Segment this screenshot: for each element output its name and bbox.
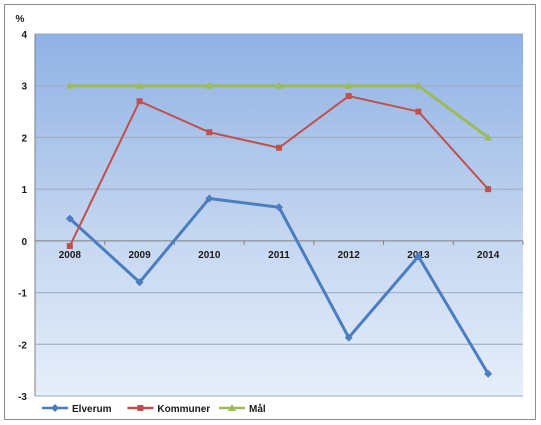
point-m-l-2011 xyxy=(275,81,283,89)
point-m-l-2013 xyxy=(414,81,423,89)
legend: Elverum Kommuner Mål xyxy=(42,403,266,415)
plot-area xyxy=(35,34,523,396)
legend-label-elverum: Elverum xyxy=(72,404,112,415)
y-tick-label-6: -2 xyxy=(18,340,27,351)
point-elverum-2011 xyxy=(275,203,283,212)
y-tick-label-3: 1 xyxy=(21,185,27,196)
point-elverum-2009 xyxy=(135,278,144,287)
point-kommuner-2014 xyxy=(485,186,492,193)
point-kommuner-2008 xyxy=(66,243,73,250)
x-tick-label-2012: 2012 xyxy=(338,250,361,261)
point-elverum-2012 xyxy=(344,333,353,342)
y-tick-label-7: -3 xyxy=(18,392,27,403)
y-tick-label-0: 4 xyxy=(21,30,27,41)
point-m-l-2008 xyxy=(65,81,74,89)
point-m-l-2009 xyxy=(135,81,144,89)
legend-marker-kommuner xyxy=(137,405,144,411)
x-tick-label-2011: 2011 xyxy=(268,250,290,261)
point-m-l-2014 xyxy=(484,133,493,141)
point-kommuner-2010 xyxy=(206,129,213,136)
x-tick-label-2010: 2010 xyxy=(198,250,221,261)
point-m-l-2010 xyxy=(205,81,214,89)
x-tick-label-2014: 2014 xyxy=(477,250,500,261)
legend-marker-elverum xyxy=(51,404,59,412)
y-tick-label-2: 2 xyxy=(21,133,27,144)
point-elverum-2010 xyxy=(205,194,214,203)
legend-marker-m-l xyxy=(228,404,236,411)
y-tick-label-5: -1 xyxy=(18,289,27,300)
point-elverum-2014 xyxy=(484,369,493,378)
x-tick-label-2008: 2008 xyxy=(59,250,82,261)
point-kommuner-2012 xyxy=(345,93,352,100)
legend-label-kommuner: Kommuner xyxy=(157,404,210,415)
y-tick-labels: 4 3 2 1 0 -1 -2 -3 xyxy=(18,30,27,403)
y-tick-label-4: 0 xyxy=(21,237,27,248)
x-tick-label-2009: 2009 xyxy=(128,250,151,261)
y-tick-label-1: 3 xyxy=(21,82,27,93)
point-kommuner-2009 xyxy=(136,98,143,105)
point-elverum-2013 xyxy=(414,252,423,261)
series-lines xyxy=(65,81,493,378)
point-kommuner-2013 xyxy=(415,108,422,115)
point-kommuner-2011 xyxy=(276,144,282,151)
point-m-l-2012 xyxy=(344,81,353,89)
y-axis-label: % xyxy=(16,14,25,25)
legend-label-m-l: Mål xyxy=(249,403,266,415)
point-elverum-2008 xyxy=(65,214,74,223)
